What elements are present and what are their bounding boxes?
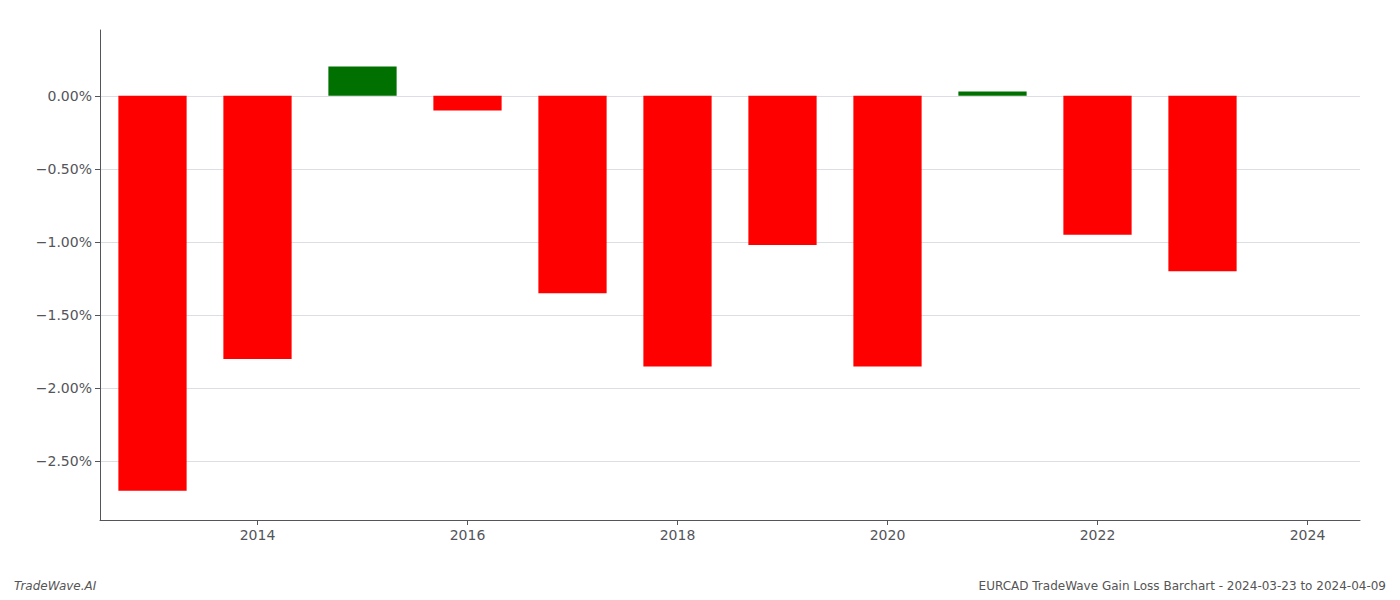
svg-text:2022: 2022	[1080, 527, 1116, 543]
svg-text:−2.50%: −2.50%	[36, 453, 92, 469]
svg-text:−2.00%: −2.00%	[36, 380, 92, 396]
svg-text:2016: 2016	[450, 527, 486, 543]
svg-text:2014: 2014	[240, 527, 276, 543]
svg-text:TradeWave.AI: TradeWave.AI	[14, 579, 97, 593]
svg-text:−1.50%: −1.50%	[36, 307, 92, 323]
svg-text:−1.00%: −1.00%	[36, 234, 92, 250]
svg-text:EURCAD TradeWave Gain Loss Bar: EURCAD TradeWave Gain Loss Barchart - 20…	[979, 579, 1386, 593]
svg-text:−0.50%: −0.50%	[36, 161, 92, 177]
svg-text:2020: 2020	[870, 527, 906, 543]
svg-text:0.00%: 0.00%	[48, 88, 92, 104]
svg-text:2018: 2018	[660, 527, 696, 543]
svg-text:2024: 2024	[1290, 527, 1326, 543]
